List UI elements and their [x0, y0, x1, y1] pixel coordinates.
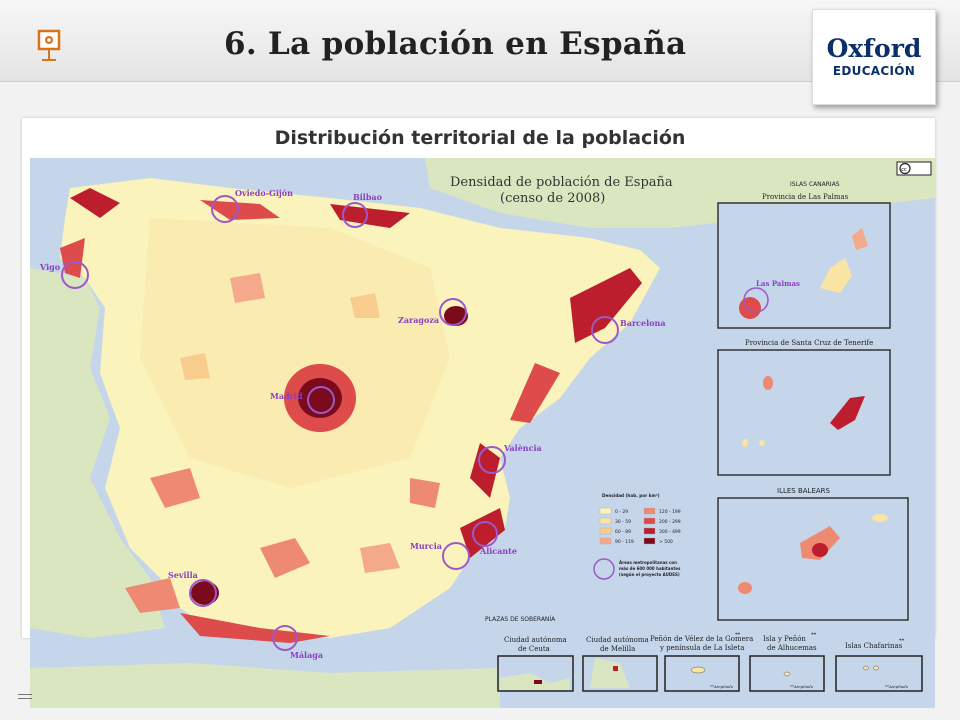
- tenerife-inset: [717, 349, 891, 476]
- density-map: Oviedo-Gijón Bilbao Vigo Zaragoza Barcel…: [30, 158, 935, 708]
- slide-header: 6. La población en España: [0, 0, 960, 82]
- city-label: Sevilla: [168, 570, 198, 580]
- svg-text:Islas Chafarinas: Islas Chafarinas: [845, 642, 903, 650]
- svg-text:Ciudad autónoma: Ciudad autónoma: [586, 636, 649, 644]
- city-label: Barcelona: [620, 318, 666, 328]
- city-label: Zaragoza: [398, 315, 439, 325]
- city-label: Alicante: [479, 546, 517, 556]
- footer-decoration: [18, 694, 32, 699]
- svg-text:**: **: [899, 638, 905, 644]
- svg-text:más de 600 000 habitantes: más de 600 000 habitantes: [619, 566, 681, 571]
- svg-text:**Ampliado: **Ampliado: [790, 684, 814, 689]
- svg-text:ILLES BALEARS: ILLES BALEARS: [777, 487, 831, 495]
- portugal-land: [30, 268, 165, 638]
- plazas-heading: PLAZAS DE SOBERANÍA: [485, 616, 556, 623]
- svg-text:Isla y Peñón: Isla y Peñón: [763, 635, 806, 643]
- svg-text:90 - 119: 90 - 119: [615, 539, 634, 545]
- map-title: Densidad de población de España: [450, 175, 673, 190]
- svg-text:y península de La Isleta: y península de La Isleta: [659, 644, 744, 652]
- svg-text:de Alhucemas: de Alhucemas: [767, 644, 817, 652]
- svg-text:30 - 59: 30 - 59: [615, 519, 631, 525]
- city-label: Murcia: [410, 541, 442, 551]
- svg-text:Provincia de Las Palmas: Provincia de Las Palmas: [762, 193, 849, 201]
- svg-text:Áreas metropolitanas con: Áreas metropolitanas con: [619, 560, 677, 565]
- city-label: València: [503, 443, 542, 453]
- svg-text:Ciudad autónoma: Ciudad autónoma: [504, 636, 567, 644]
- logo-sub: EDUCACIÓN: [832, 64, 916, 78]
- slide-title: 6. La población en España: [224, 26, 687, 62]
- svg-text:Peñón de Vélez de la Gomera: Peñón de Vélez de la Gomera: [650, 635, 753, 643]
- oxford-logo: Oxford EDUCACIÓN: [812, 9, 936, 105]
- svg-text:de Melilla: de Melilla: [600, 645, 635, 653]
- city-label: Oviedo-Gijón: [235, 188, 293, 198]
- legend-title: Densidad (hab. por km²): [602, 493, 660, 498]
- svg-text:0 - 29: 0 - 29: [615, 509, 628, 515]
- svg-text:**Ampliado: **Ampliado: [710, 684, 734, 689]
- svg-text:300 - 499: 300 - 499: [659, 529, 681, 535]
- svg-text:**: **: [811, 632, 817, 638]
- svg-text:> 500: > 500: [659, 539, 673, 545]
- city-label: Bilbao: [353, 192, 383, 202]
- svg-text:200 - 299: 200 - 299: [659, 519, 681, 525]
- svg-text:Provincia de Santa Cruz de Ten: Provincia de Santa Cruz de Tenerife: [745, 339, 873, 347]
- map-subtitle: (censo de 2008): [500, 191, 605, 206]
- svg-text:(según el proyecto AUDES): (según el proyecto AUDES): [619, 572, 680, 577]
- city-label: Madrid: [270, 391, 303, 401]
- logo-brand: Oxford: [826, 34, 922, 63]
- svg-text:**Ampliado: **Ampliado: [885, 684, 909, 689]
- slide-subtitle: Distribución territorial de la población: [274, 127, 686, 149]
- svg-text:120 - 199: 120 - 199: [659, 509, 681, 515]
- svg-text:**: **: [735, 632, 741, 638]
- svg-text:Las Palmas: Las Palmas: [756, 279, 800, 288]
- africa-land: [30, 663, 500, 708]
- svg-text:60 - 89: 60 - 89: [615, 529, 631, 535]
- city-label: Vigo: [39, 262, 61, 272]
- city-label: Málaga: [290, 650, 323, 660]
- svg-text:de Ceuta: de Ceuta: [518, 645, 550, 653]
- canarias-heading: ISLAS CANARIAS: [790, 181, 840, 188]
- easel-icon: [34, 28, 64, 62]
- svg-text:cc: cc: [901, 167, 907, 173]
